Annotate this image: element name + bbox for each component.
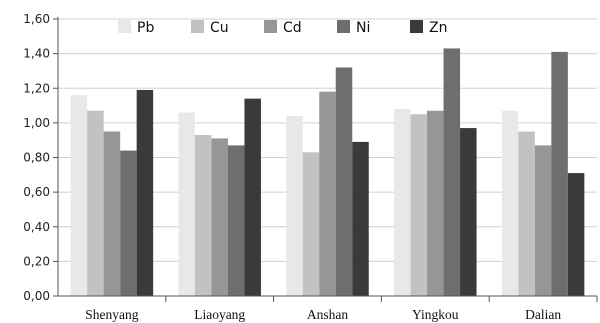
- x-category-labels: Shenyang Liaoyang Anshan Yingkou Dalian: [85, 307, 561, 322]
- bar-cd-shenyang: [103, 131, 121, 296]
- x-category-label: Shenyang: [85, 307, 138, 322]
- legend-swatch-pb: [118, 20, 131, 33]
- y-tick-label: 0,80: [23, 151, 50, 165]
- bar-zn-dalian: [567, 173, 585, 296]
- bar-cu-anshan: [302, 152, 320, 296]
- x-category-label: Yingkou: [412, 307, 459, 322]
- y-tick-label: 0,60: [23, 185, 50, 199]
- legend-label-cd: Cd: [283, 20, 302, 36]
- bar-ni-anshan: [335, 67, 353, 296]
- bar-cd-dalian: [534, 145, 552, 296]
- bar-cd-yingkou: [427, 110, 444, 296]
- legend: Pb Cu Cd Ni Zn: [118, 20, 447, 36]
- bar-zn-yingkou: [460, 128, 477, 296]
- bar-cu-dalian: [518, 131, 535, 296]
- y-tick-labels: 0,00 0,20 0,40 0,60 0,80 1,00 1,20 1,40 1,60: [23, 12, 50, 303]
- legend-label-zn: Zn: [429, 20, 447, 36]
- legend-label-ni: Ni: [356, 20, 370, 36]
- x-category-label: Liaoyang: [194, 307, 245, 322]
- bar-cu-liaoyang: [194, 134, 212, 296]
- bar-cd-anshan: [319, 91, 336, 297]
- y-tick-label: 1,20: [23, 81, 50, 95]
- legend-swatch-cd: [264, 20, 277, 33]
- axes: [53, 17, 598, 302]
- bar-ni-yingkou: [443, 48, 461, 297]
- x-category-label: Anshan: [307, 307, 348, 322]
- bar-ni-liaoyang: [227, 145, 245, 296]
- legend-label-cu: Cu: [210, 20, 229, 36]
- bar-pb-anshan: [286, 115, 303, 296]
- bar-zn-liaoyang: [244, 98, 261, 296]
- bar-cu-shenyang: [87, 110, 104, 296]
- bar-pb-liaoyang: [178, 112, 195, 296]
- bar-cd-liaoyang: [211, 138, 228, 296]
- y-tick-label: 0,00: [23, 289, 50, 303]
- bar-pb-dalian: [501, 110, 519, 296]
- legend-swatch-cu: [191, 20, 204, 33]
- bar-cu-yingkou: [410, 114, 428, 296]
- bar-zn-shenyang: [136, 89, 154, 296]
- bar-pb-yingkou: [394, 109, 411, 297]
- bar-zn-anshan: [352, 141, 369, 296]
- legend-swatch-zn: [410, 20, 423, 33]
- y-tick-label: 1,40: [23, 47, 50, 61]
- y-tick-label: 0,20: [23, 254, 50, 268]
- legend-swatch-ni: [337, 20, 350, 33]
- x-category-label: Dalian: [525, 307, 561, 322]
- bars: [70, 48, 585, 297]
- bar-ni-shenyang: [120, 150, 137, 296]
- y-tick-label: 0,40: [23, 220, 50, 234]
- legend-label-pb: Pb: [137, 20, 154, 36]
- bar-pb-shenyang: [70, 95, 88, 296]
- y-tick-label: 1,60: [23, 12, 50, 26]
- y-tick-label: 1,00: [23, 116, 50, 130]
- bar-ni-dalian: [551, 51, 568, 296]
